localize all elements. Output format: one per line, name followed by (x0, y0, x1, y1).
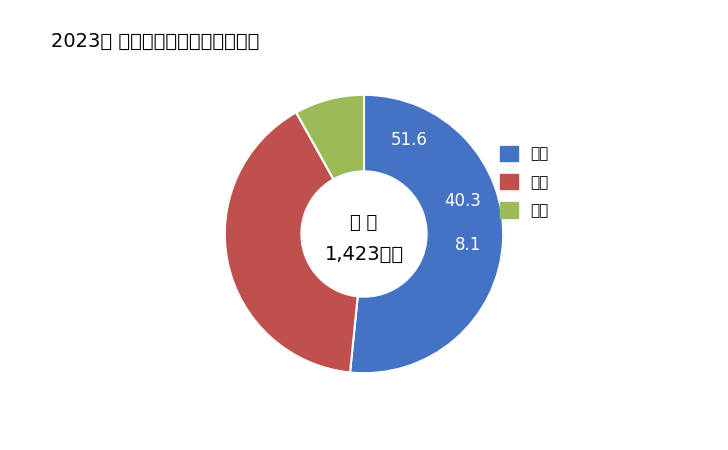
Legend: 中国, 米国, 香港: 中国, 米国, 香港 (494, 140, 555, 224)
Wedge shape (225, 112, 357, 373)
Wedge shape (350, 95, 503, 373)
Text: 2023年 輸出相手国のシェア（％）: 2023年 輸出相手国のシェア（％） (51, 32, 259, 50)
Text: 総 額: 総 額 (350, 214, 378, 232)
Text: 51.6: 51.6 (391, 131, 428, 149)
Wedge shape (296, 95, 364, 179)
Text: 1,423万円: 1,423万円 (325, 245, 403, 265)
Text: 8.1: 8.1 (455, 236, 481, 254)
Text: 40.3: 40.3 (445, 192, 482, 210)
